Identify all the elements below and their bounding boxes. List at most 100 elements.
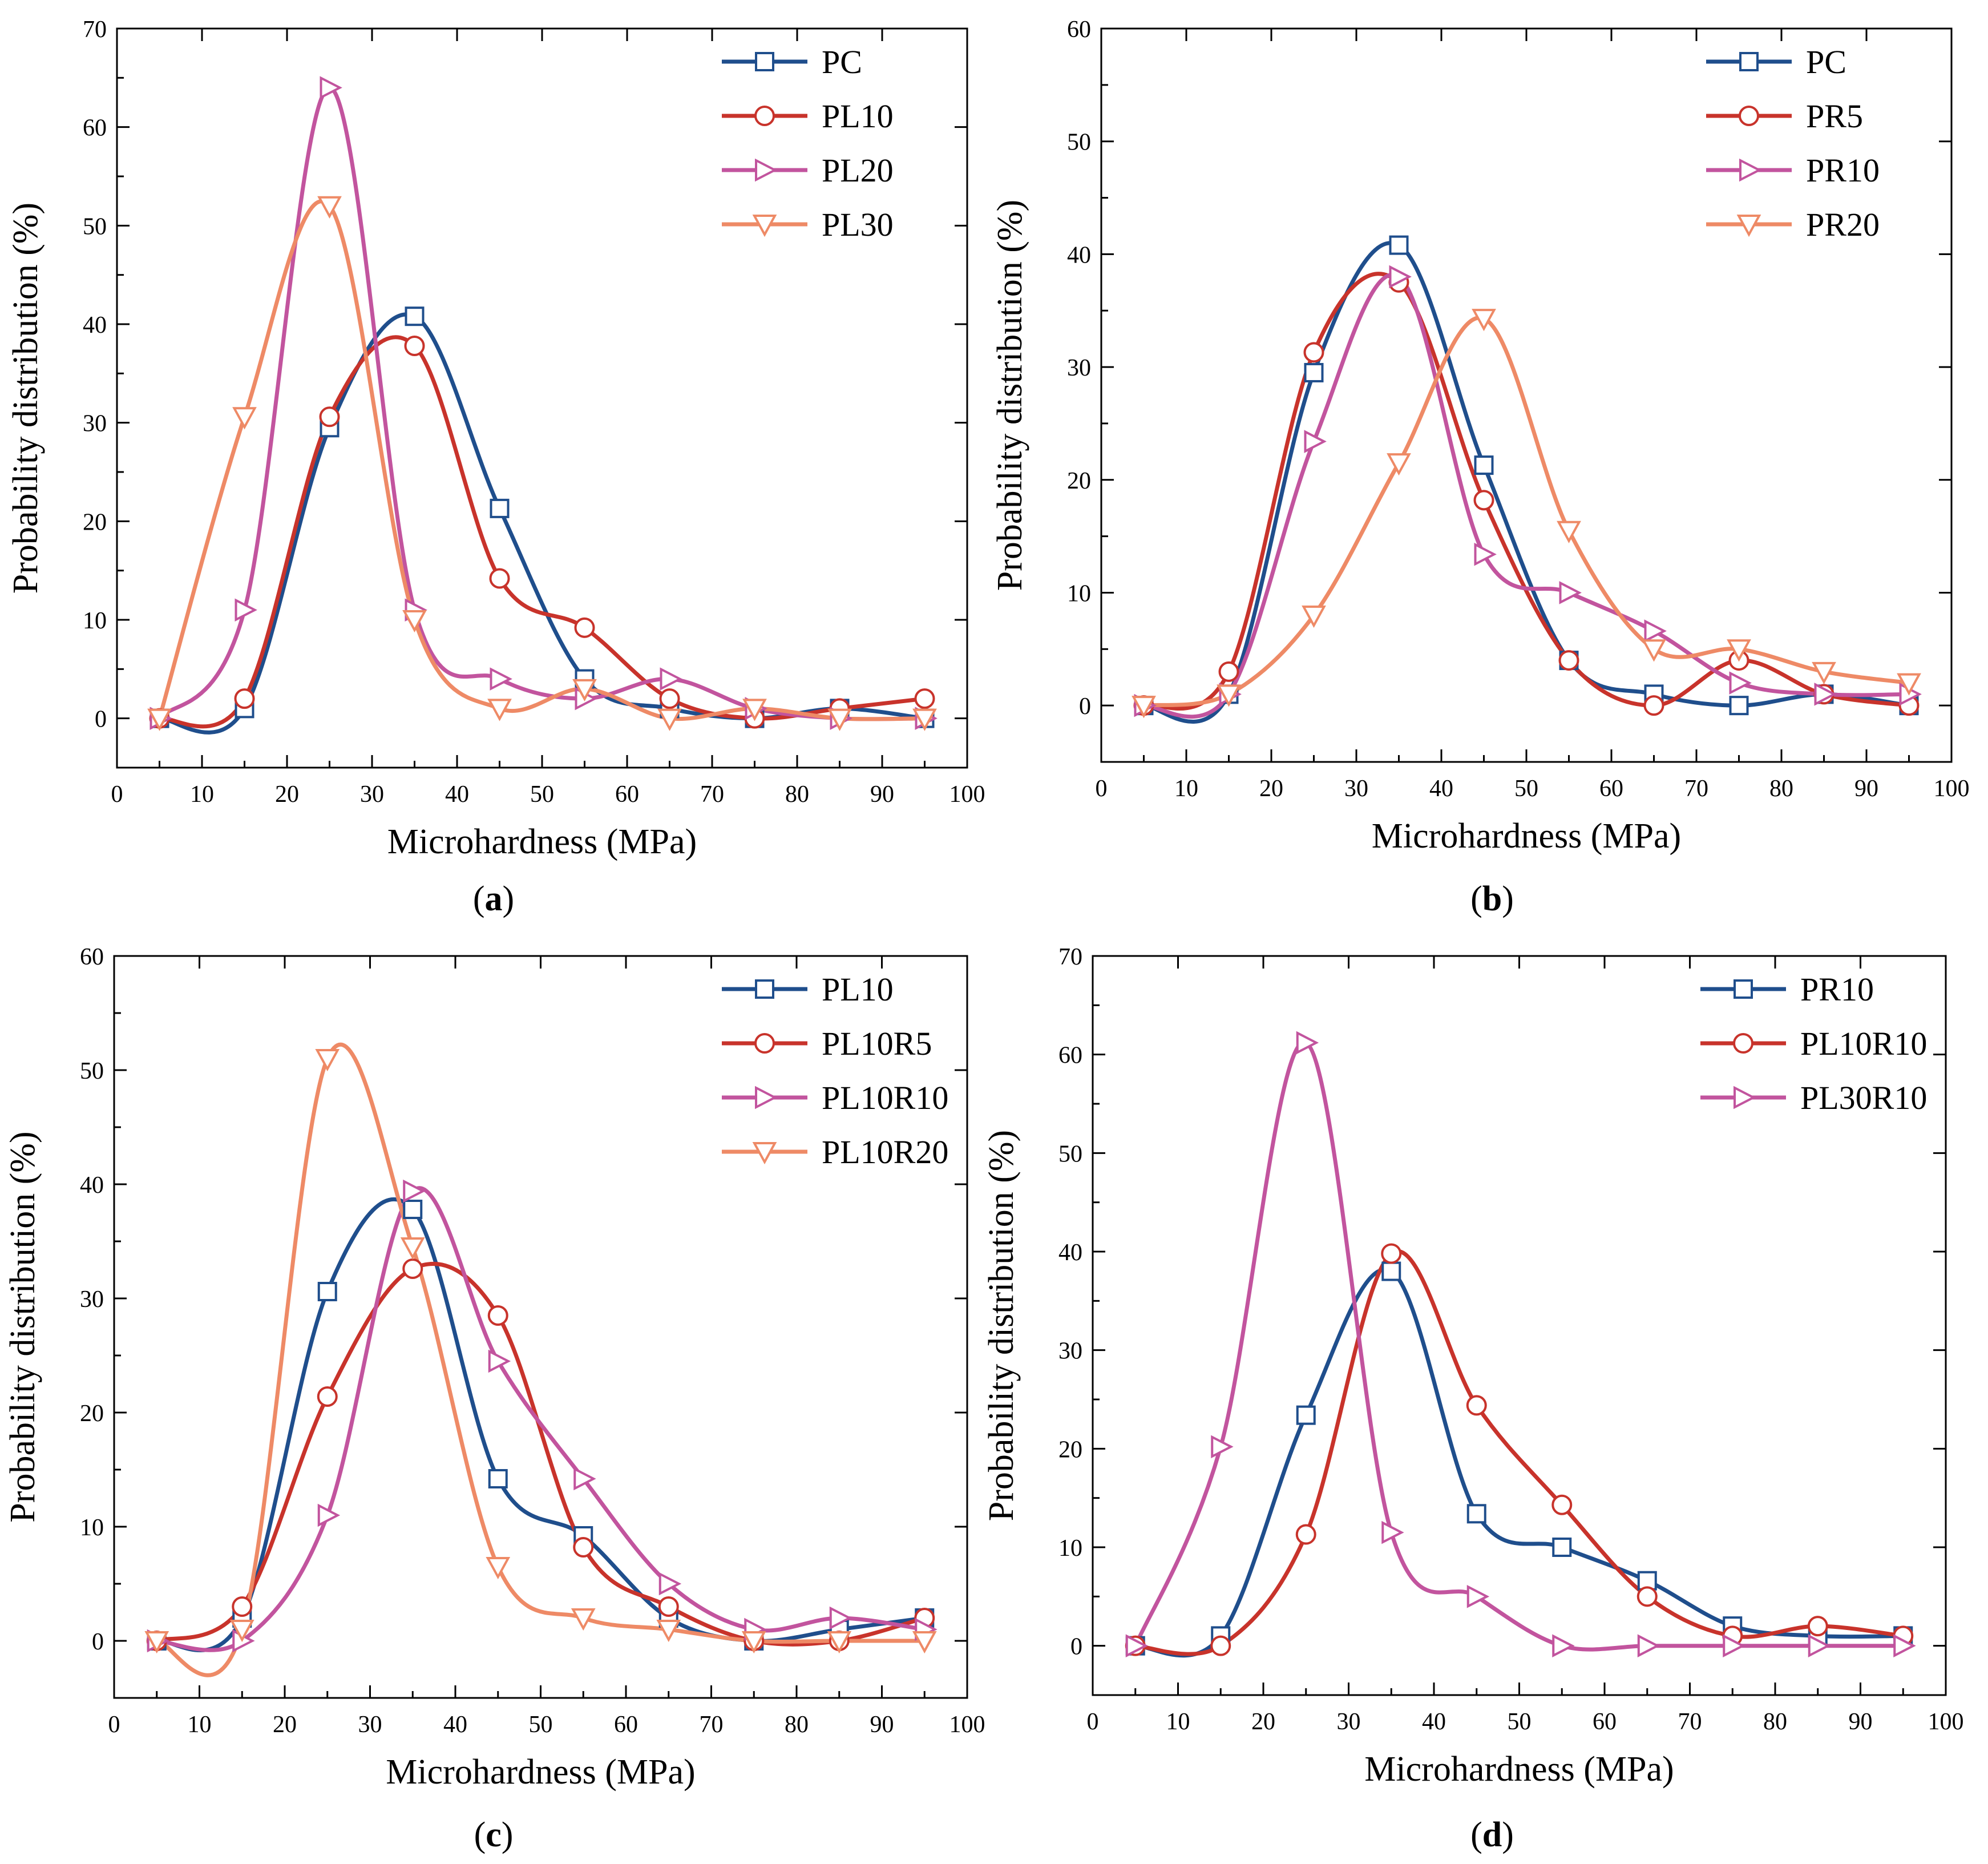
data-point-PL10R20: [912, 1631, 937, 1654]
series-line-PL10R10: [1133, 1249, 1905, 1656]
legend-marker-PL10R10: [755, 1086, 778, 1109]
data-point-PL30R10: [1723, 1634, 1745, 1657]
data-point-PL10R5: [232, 1596, 253, 1617]
x-tick-label: 0: [108, 1712, 120, 1738]
y-tick-label: 0: [95, 707, 107, 733]
data-point-PL10R20: [315, 1049, 340, 1072]
legend-label: PR20: [1806, 206, 1880, 243]
y-tick-label: 10: [80, 1515, 104, 1541]
x-tick-label: 60: [1593, 1709, 1617, 1735]
plot-frame: [113, 955, 968, 1699]
series-line-PL10: [157, 335, 927, 729]
x-tick-label: 20: [1259, 776, 1283, 802]
data-point-PL30: [827, 708, 852, 731]
x-tick-label: 10: [188, 1712, 212, 1738]
legend-marker-PL30: [752, 215, 777, 237]
panel-label-c: (c): [474, 1815, 514, 1854]
data-point-PL10R20: [827, 1631, 852, 1654]
legend-label: PR5: [1806, 98, 1863, 135]
data-point-PL30R10: [1381, 1520, 1404, 1544]
y-tick-label: 60: [1058, 1043, 1082, 1069]
data-point-PR10: [1389, 265, 1412, 289]
y-axis-title: Probability distribution (%): [982, 1130, 1021, 1521]
data-point-PL10: [317, 1282, 337, 1301]
legend-marker-PL10: [754, 106, 775, 126]
data-point-PL10R10: [1551, 1494, 1573, 1515]
chart-c: 0 10 20 30 40 50 60 70 80 90 100 0 10 20 30 40 50 60 Micro…: [3, 944, 985, 1792]
data-point-PL10R10: [1381, 1243, 1402, 1264]
legend-label: PL10R5: [822, 1025, 932, 1062]
chart-a: 0 10 20 30 40 50 60 70 80 90 100010203040506070Mic…: [6, 17, 985, 861]
data-point-PL10R5: [402, 1258, 423, 1279]
series-line-PC: [1142, 241, 1911, 724]
data-point-PR5: [1303, 342, 1324, 363]
y-tick-label: 30: [1058, 1338, 1082, 1365]
y-tick-label: 50: [1058, 1141, 1082, 1167]
series-line-PL30: [157, 199, 927, 721]
y-tick-label: 50: [80, 1058, 104, 1084]
x-tick-label: 100: [1928, 1709, 1964, 1735]
legend-marker-PL10R20: [752, 1142, 777, 1165]
legend-label: PL10R10: [1800, 1025, 1927, 1062]
legend-marker-PR20: [1736, 215, 1761, 237]
data-point-PR10: [1474, 542, 1497, 566]
data-point-PR10: [1466, 1504, 1486, 1524]
legend-label: PL20: [822, 152, 894, 189]
plot-frame: [1100, 27, 1953, 763]
data-point-PC: [490, 498, 510, 518]
legend-marker-PC: [755, 52, 774, 71]
y-tick-label: 40: [1067, 242, 1091, 268]
y-tick-label: 40: [83, 312, 107, 338]
y-tick-label: 20: [1058, 1437, 1082, 1463]
data-point-PR10: [1296, 1405, 1316, 1425]
legend-marker-PL30R10: [1734, 1086, 1756, 1109]
data-point-PL30R10: [1125, 1634, 1149, 1657]
data-point-PL10R10: [1466, 1395, 1487, 1416]
x-tick-label: 80: [1763, 1709, 1787, 1735]
x-tick-label: 60: [1599, 776, 1623, 802]
x-tick-label: 70: [1684, 776, 1708, 802]
data-point-PC: [1729, 696, 1749, 716]
data-point-PL10R10: [1637, 1586, 1658, 1607]
data-point-PR10: [1304, 430, 1327, 453]
data-point-PR5: [1558, 650, 1579, 671]
x-tick-label: 70: [700, 1712, 724, 1738]
y-axis-title: Probability distribution (%): [3, 1131, 42, 1522]
data-point-PL10R5: [573, 1537, 594, 1558]
data-point-PL10R10: [658, 1572, 682, 1596]
series-line-PL30R10: [1133, 1040, 1905, 1652]
data-point-PL30: [402, 610, 427, 633]
series-line-PR10: [1142, 273, 1911, 719]
data-point-PL30: [572, 679, 597, 702]
legend-marker-PR10: [1734, 979, 1753, 999]
panel-label-a: (a): [472, 879, 515, 918]
data-point-PR20: [1727, 639, 1751, 662]
data-point-PL30R10: [1296, 1031, 1319, 1055]
data-point-PL10R10: [829, 1606, 852, 1630]
data-point-PR20: [1897, 673, 1921, 696]
y-axis-title: Probability distribution (%): [991, 200, 1029, 591]
data-point-PL10R5: [317, 1386, 338, 1407]
x-tick-label: 20: [273, 1712, 297, 1738]
x-tick-label: 90: [870, 781, 894, 808]
series-line-PR5: [1142, 272, 1911, 711]
data-point-PR20: [1472, 309, 1496, 332]
x-tick-label: 50: [1508, 1709, 1532, 1735]
data-point-PC: [1474, 455, 1494, 475]
x-tick-label: 50: [1514, 776, 1538, 802]
x-axis-title: Microhardness (MPa): [1364, 1750, 1674, 1789]
legend-marker-PL20: [755, 158, 778, 182]
legend-label: PL30R10: [1800, 1079, 1927, 1116]
data-point-PL10R5: [487, 1305, 508, 1326]
x-tick-label: 30: [358, 1712, 382, 1738]
data-point-PL10R5: [658, 1596, 679, 1617]
data-point-PL30: [742, 699, 767, 721]
legend-marker-PL10: [755, 979, 774, 999]
data-point-PL30R10: [1552, 1634, 1575, 1657]
panel-label-b: (b): [1470, 879, 1514, 918]
data-point-PR10: [1644, 619, 1667, 643]
data-point-PL10: [403, 1200, 423, 1219]
y-tick-label: 60: [80, 944, 104, 970]
x-tick-label: 90: [1849, 1709, 1873, 1735]
